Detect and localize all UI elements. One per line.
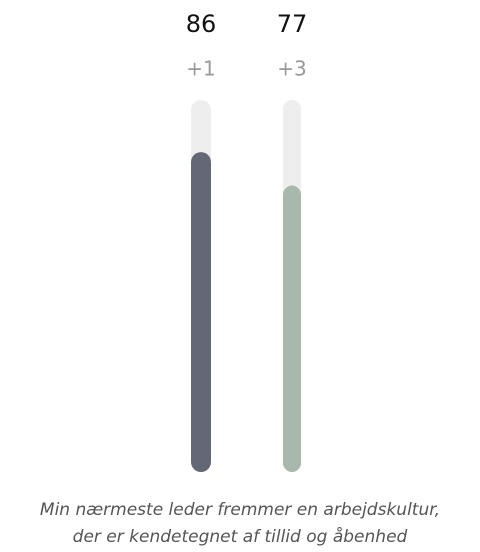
caption: Min nærmeste leder fremmer en arbejdskul… xyxy=(40,500,440,520)
value-label: 77 xyxy=(277,10,308,38)
caption: der er kendetegnet af tillid og åbenhed xyxy=(73,526,408,547)
bar xyxy=(191,152,211,472)
value-label: 86 xyxy=(186,10,217,38)
bar xyxy=(283,185,301,472)
change-label: +1 xyxy=(186,57,215,81)
change-label: +3 xyxy=(277,57,306,81)
